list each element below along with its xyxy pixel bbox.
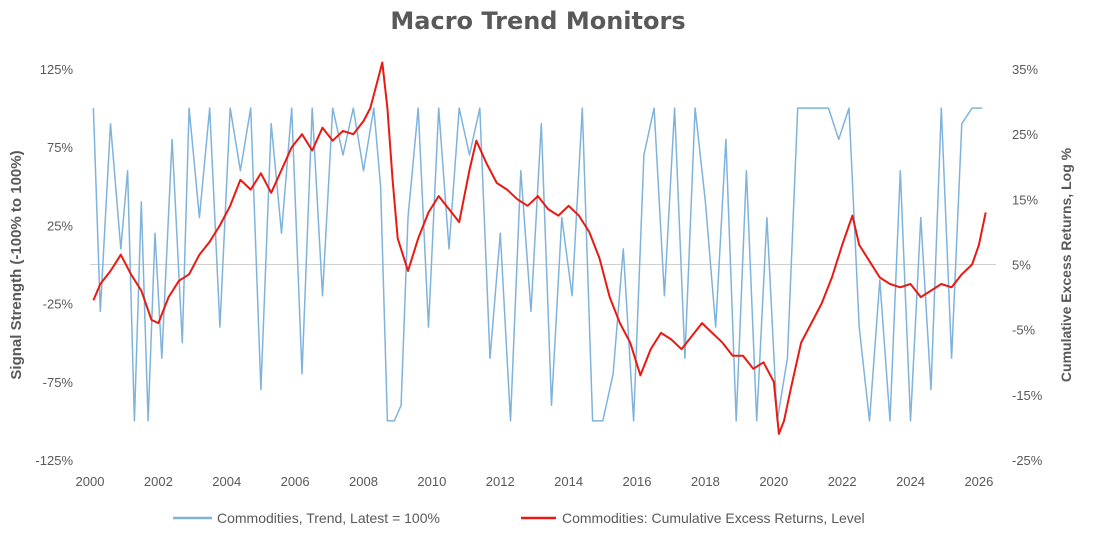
x-tick-label: 2010 [417, 474, 446, 489]
right-tick-label: -25% [1012, 453, 1043, 468]
right-tick-label: -5% [1012, 323, 1036, 338]
series-layer [92, 61, 987, 435]
series-line-excess-returns [92, 61, 987, 435]
x-tick-label: 2018 [691, 474, 720, 489]
x-tick-label: 2006 [281, 474, 310, 489]
right-tick-label: -15% [1012, 388, 1043, 403]
x-tick-label: 2026 [964, 474, 993, 489]
x-tick-label: 2022 [828, 474, 857, 489]
legend-label-trend: Commodities, Trend, Latest = 100% [217, 510, 440, 526]
x-tick-label: 2008 [349, 474, 378, 489]
left-tick-label: -125% [35, 453, 73, 468]
left-tick-label: -75% [43, 375, 74, 390]
right-tick-label: 25% [1012, 127, 1038, 142]
x-tick-label: 2012 [486, 474, 515, 489]
x-axis-ticks: 2000 2002 2004 2006 2008 2010 2012 2014 2016 2018… [76, 474, 994, 489]
left-tick-label: 25% [47, 218, 73, 233]
left-axis-ticks: 125% 75% 25% -25% -75% -125% [35, 62, 73, 468]
right-tick-label: 5% [1012, 258, 1031, 273]
x-tick-label: 2016 [623, 474, 652, 489]
chart-title: Macro Trend Monitors [390, 7, 685, 35]
legend: Commodities, Trend, Latest = 100% Commod… [173, 510, 865, 526]
left-tick-label: 75% [47, 140, 73, 155]
right-tick-label: 15% [1012, 192, 1038, 207]
x-tick-label: 2014 [554, 474, 583, 489]
x-tick-label: 2004 [212, 474, 241, 489]
right-axis-title: Cumulative Excess Returns, Log % [1058, 147, 1074, 382]
left-tick-label: 125% [40, 62, 74, 77]
x-tick-label: 2020 [759, 474, 788, 489]
right-tick-label: 35% [1012, 62, 1038, 77]
x-tick-label: 2002 [144, 474, 173, 489]
left-tick-label: -25% [43, 297, 74, 312]
legend-label-excess-returns: Commodities: Cumulative Excess Returns, … [562, 510, 865, 526]
x-tick-label: 2000 [76, 474, 105, 489]
series-line-trend [92, 107, 983, 422]
left-axis-title: Signal Strength (-100% to 100%) [8, 150, 25, 379]
x-tick-label: 2024 [896, 474, 925, 489]
right-axis-ticks: 35% 25% 15% 5% -5% -15% -25% [1012, 62, 1043, 468]
